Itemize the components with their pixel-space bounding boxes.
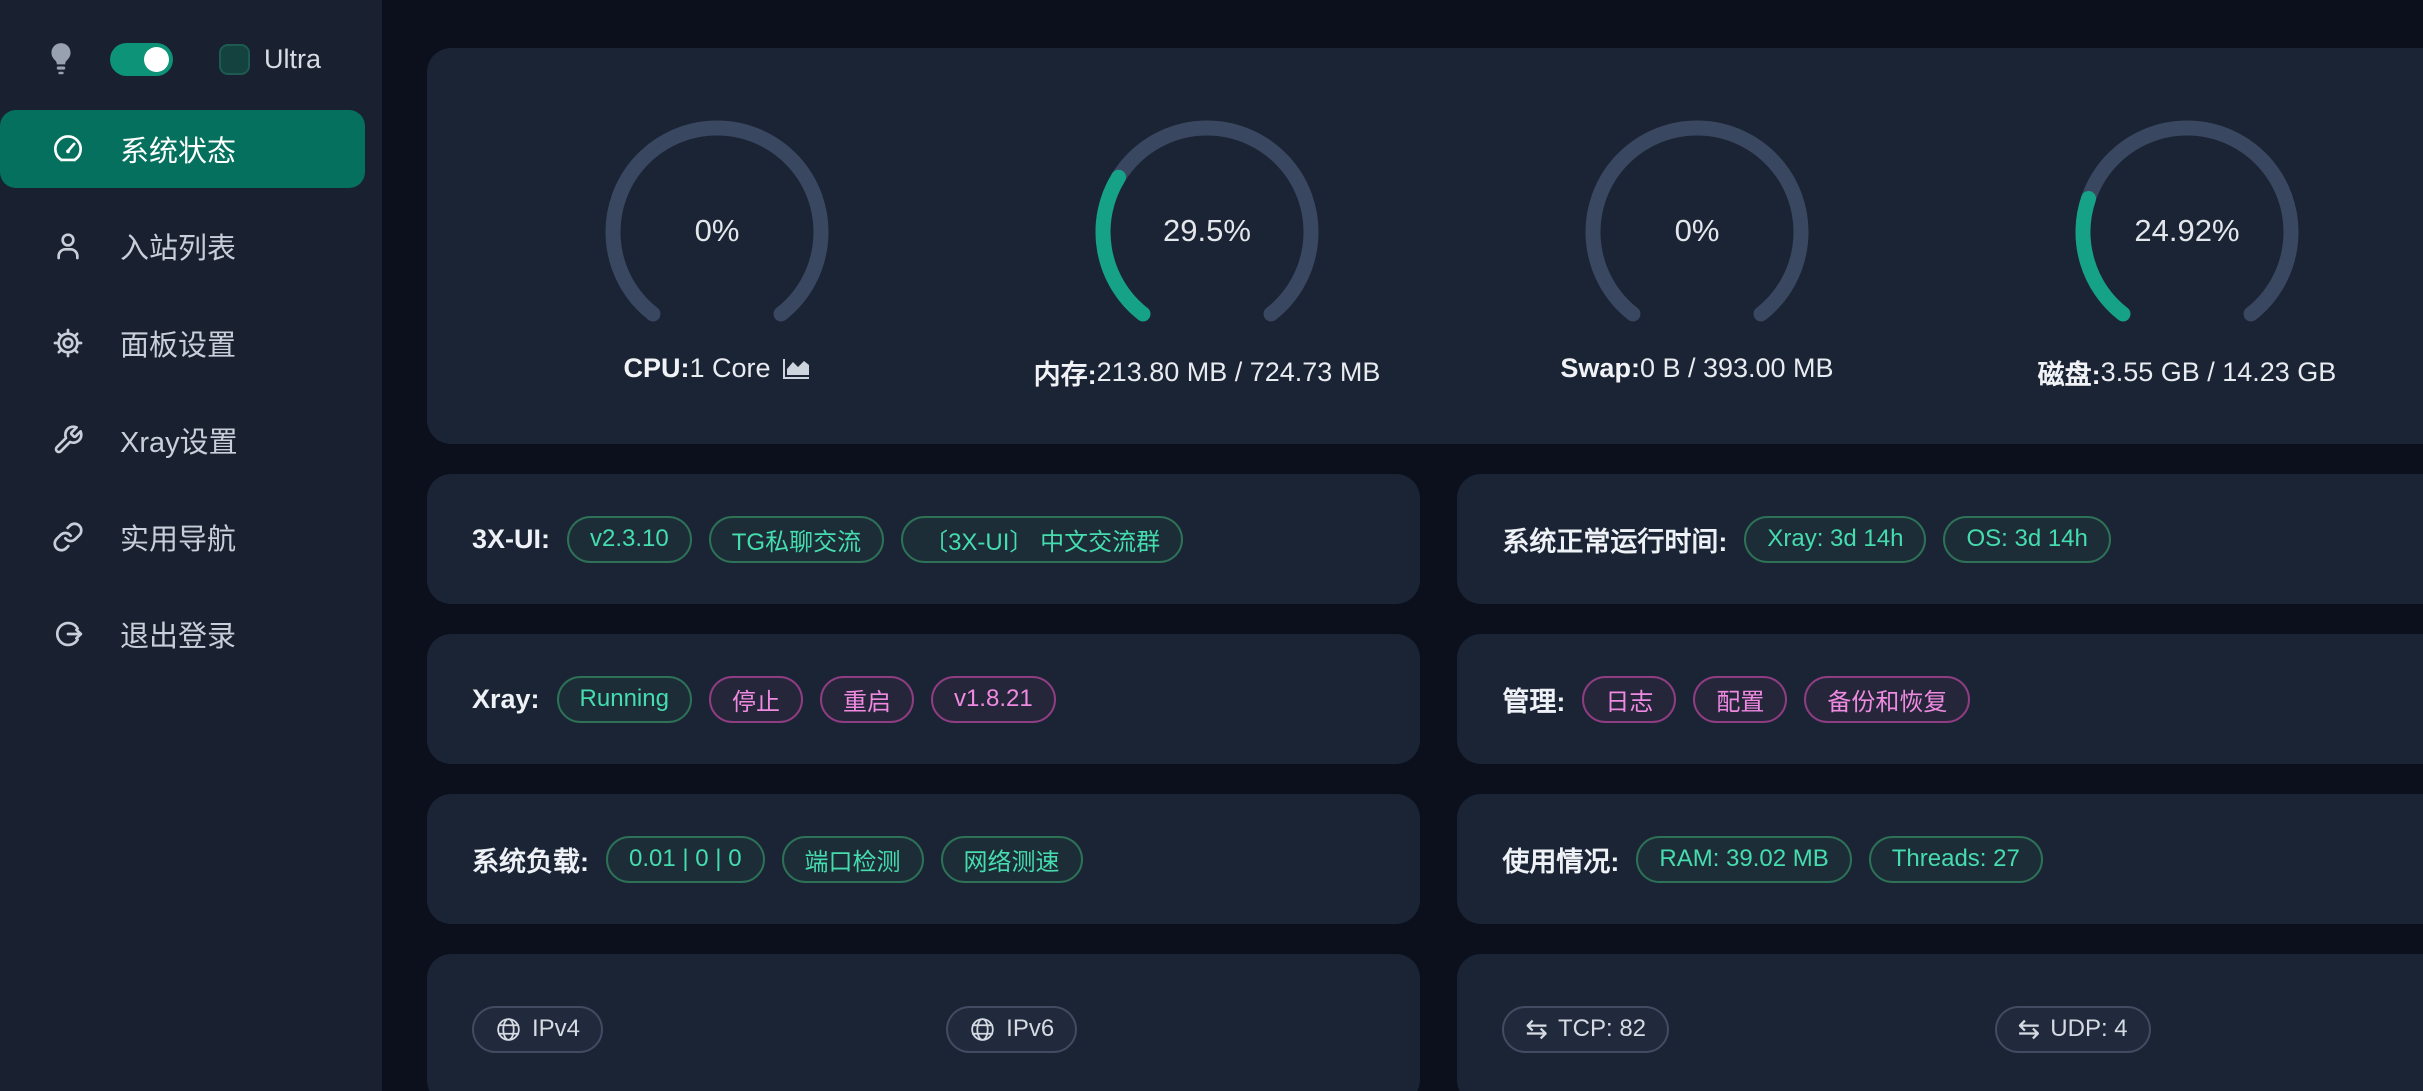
- usage-card: 使用情况: RAM: 39.02 MB Threads: 27: [1457, 794, 2423, 924]
- sidebar-item-xray-settings[interactable]: Xray设置: [0, 401, 365, 479]
- xray-stop-button[interactable]: 停止: [708, 675, 803, 723]
- dark-mode-toggle[interactable]: [110, 42, 173, 76]
- theme-controls: Ultra: [0, 0, 382, 76]
- gauge-cpu: 0% CPU: 1 Core: [472, 112, 962, 444]
- xray-label: Xray:: [472, 683, 540, 714]
- uptime-card: 系统正常运行时间: Xray: 3d 14h OS: 3d 14h: [1457, 474, 2423, 604]
- xray-status-badge: Running: [556, 675, 692, 723]
- tg-chinese-group-link[interactable]: 〔3X-UI〕 中文交流群: [901, 515, 1184, 563]
- gauge-swap-label: Swap: 0 B / 393.00 MB: [1560, 353, 1834, 383]
- info-row-3: 系统负载: 0.01 | 0 | 0 端口检测 网络测速 使用情况: RAM: …: [427, 794, 2423, 924]
- os-uptime-badge: OS: 3d 14h: [1943, 515, 2111, 563]
- ipv4-badge[interactable]: IPv4: [472, 1005, 604, 1053]
- gauge-disk: 24.92% 磁盘: 3.55 GB / 14.23 GB: [1942, 112, 2423, 444]
- gauge-swap: 0% Swap: 0 B / 393.00 MB: [1452, 112, 1942, 444]
- ram-usage-badge: RAM: 39.02 MB: [1636, 835, 1852, 883]
- load-average-badge: 0.01 | 0 | 0: [606, 835, 765, 883]
- gauge-memory-percent: 29.5%: [1163, 213, 1251, 248]
- gauge-disk-percent: 24.92%: [2134, 213, 2240, 248]
- sidebar-item-label: 系统状态: [120, 136, 237, 168]
- globe-icon: [497, 1017, 520, 1041]
- tcp-connections-badge: ⇆ TCP: 82: [1502, 1005, 1670, 1053]
- udp-connections-badge: ⇆ UDP: 4: [1994, 1005, 2151, 1053]
- uptime-label: 系统正常运行时间:: [1502, 526, 1728, 557]
- xray-restart-button[interactable]: 重启: [819, 675, 914, 723]
- xui-label: 3X-UI:: [472, 523, 551, 554]
- gauge-arc: [2075, 120, 2299, 322]
- lightbulb-icon: [51, 43, 71, 75]
- admin-label: 管理:: [1502, 686, 1566, 717]
- gauge-cpu-percent: 0%: [694, 213, 740, 248]
- sidebar-item-system-status[interactable]: 系统状态: [0, 110, 365, 188]
- sidebar-item-label: Xray设置: [120, 427, 238, 459]
- sidebar-item-useful-links[interactable]: 实用导航: [0, 498, 365, 576]
- toggle-knob: [144, 46, 169, 72]
- threads-badge: Threads: 27: [1868, 835, 2043, 883]
- info-row-2: Xray: Running 停止 重启 v1.8.21 管理: 日志 配置 备份…: [427, 634, 2423, 764]
- ipv6-badge[interactable]: IPv6: [946, 1005, 1078, 1053]
- globe-icon: [971, 1017, 994, 1041]
- sidebar-item-inbounds[interactable]: 入站列表: [0, 207, 365, 285]
- gauge-arc: [1585, 120, 1809, 322]
- dashboard-icon: [52, 133, 84, 165]
- usage-label: 使用情况:: [1502, 846, 1620, 877]
- info-row-4: IPv4 IPv6: [427, 954, 2423, 1091]
- sidebar-item-logout[interactable]: 退出登录: [0, 595, 365, 673]
- sidebar-item-panel-settings[interactable]: 面板设置: [0, 304, 365, 382]
- cpu-history-chart-icon[interactable]: [782, 357, 811, 381]
- gear-icon: [52, 327, 84, 359]
- backup-restore-button[interactable]: 备份和恢复: [1804, 675, 1971, 723]
- ultra-checkbox[interactable]: [219, 43, 250, 75]
- gauge-arc: [605, 120, 829, 322]
- xray-card: Xray: Running 停止 重启 v1.8.21: [427, 634, 1421, 764]
- ultra-label: Ultra: [264, 43, 322, 74]
- sidebar-item-label: 面板设置: [120, 330, 237, 362]
- system-load-label: 系统负载:: [472, 846, 589, 877]
- gauge-memory-label: 内存: 213.80 MB / 724.73 MB: [1033, 357, 1381, 390]
- admin-card: 管理: 日志 配置 备份和恢复: [1457, 634, 2423, 764]
- sidebar-item-label: 退出登录: [120, 621, 237, 653]
- config-button[interactable]: 配置: [1693, 675, 1788, 723]
- info-row-1: 3X-UI: v2.3.10 TG私聊交流 〔3X-UI〕 中文交流群 系统正常…: [427, 474, 2423, 604]
- logout-icon: [52, 618, 84, 650]
- sidebar-item-label: 实用导航: [120, 524, 237, 556]
- speed-test-button[interactable]: 网络测速: [940, 835, 1083, 883]
- xray-uptime-badge: Xray: 3d 14h: [1744, 515, 1927, 563]
- log-button[interactable]: 日志: [1582, 675, 1677, 723]
- swap-arrows-icon: ⇆: [2017, 1013, 2041, 1044]
- user-icon: [52, 230, 84, 262]
- xui-card: 3X-UI: v2.3.10 TG私聊交流 〔3X-UI〕 中文交流群: [427, 474, 1421, 604]
- main-content: 0% CPU: 1 Core 29.5% 内存: 213.80 MB / 724…: [427, 0, 2423, 1091]
- gauge-arc: [1095, 120, 1319, 322]
- gauge-swap-percent: 0%: [1674, 213, 1720, 248]
- link-icon: [52, 521, 84, 553]
- sidebar: Ultra 系统状态 入站列表: [0, 0, 382, 1091]
- system-load-card: 系统负载: 0.01 | 0 | 0 端口检测 网络测速: [427, 794, 1421, 924]
- ip-card: IPv4 IPv6: [427, 954, 1421, 1091]
- gauge-cpu-label: CPU: 1 Core: [623, 353, 810, 384]
- system-gauges-card: 0% CPU: 1 Core 29.5% 内存: 213.80 MB / 724…: [427, 48, 2423, 444]
- tg-private-chat-link[interactable]: TG私聊交流: [708, 515, 885, 563]
- wrench-icon: [52, 424, 84, 456]
- xui-version-badge[interactable]: v2.3.10: [567, 515, 692, 563]
- gauge-memory: 29.5% 内存: 213.80 MB / 724.73 MB: [962, 112, 1452, 444]
- connections-card: ⇆ TCP: 82 ⇆ UDP: 4: [1457, 954, 2423, 1091]
- swap-arrows-icon: ⇆: [1525, 1013, 1548, 1044]
- xray-version-badge[interactable]: v1.8.21: [930, 675, 1056, 723]
- sidebar-item-label: 入站列表: [120, 233, 237, 265]
- sidebar-menu: 系统状态 入站列表 面板设置: [0, 110, 382, 673]
- gauge-disk-label: 磁盘: 3.55 GB / 14.23 GB: [2037, 357, 2337, 390]
- port-check-button[interactable]: 端口检测: [781, 835, 924, 883]
